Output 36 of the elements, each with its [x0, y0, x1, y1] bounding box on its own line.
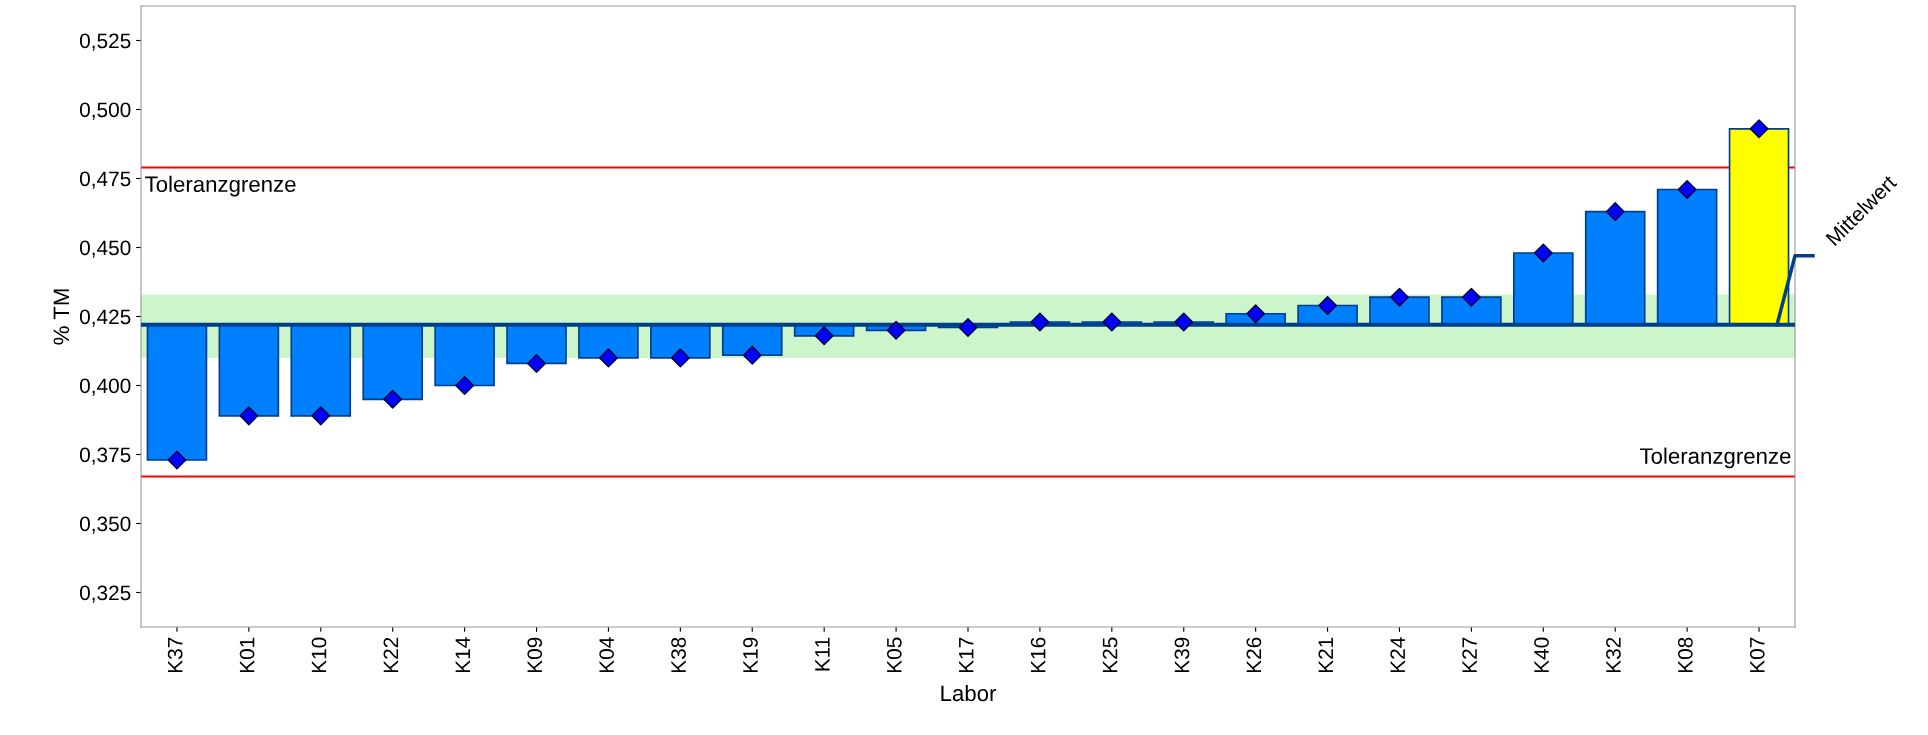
y-tick-label: 0,400: [79, 378, 131, 396]
y-tick-label: 0,350: [79, 516, 131, 534]
x-tick-label: K07: [1749, 637, 1765, 673]
x-tick-label: K09: [527, 637, 543, 673]
y-tick-label: 0,325: [79, 585, 131, 603]
x-tick-label: K39: [1174, 637, 1190, 673]
x-tick-label: K19: [743, 637, 758, 673]
x-tick-label: K04: [599, 637, 615, 673]
y-tick-label: 0,525: [79, 33, 131, 51]
x-tick-label: K08: [1677, 637, 1693, 673]
y-tick-label: 0,375: [79, 447, 131, 465]
x-tick-label: K17: [959, 637, 974, 673]
x-tick-label: K38: [671, 637, 686, 673]
x-tick-label: K22: [383, 637, 399, 673]
x-tick-label: K11: [815, 637, 830, 671]
x-tick-label: K05: [886, 637, 902, 673]
x-tick-label: K40: [1534, 637, 1549, 673]
x-tick-label: K21: [1318, 637, 1333, 673]
x-tick-label: K10: [311, 637, 327, 673]
y-tick-label: 0,475: [79, 171, 131, 189]
x-tick-label: K24: [1390, 637, 1405, 673]
y-tick-label: 0,425: [79, 309, 131, 327]
y-tick-label: 0,450: [79, 240, 131, 258]
x-tick-label: K16: [1030, 637, 1046, 673]
x-tick-label: K26: [1246, 637, 1262, 673]
y-tick-label: 0,500: [79, 102, 131, 120]
x-tick-label: K01: [239, 637, 255, 673]
y-axis-title: % TM: [53, 289, 70, 345]
ref-line-label: Toleranzgrenze: [145, 175, 296, 197]
x-axis-title: Labor: [941, 684, 997, 702]
x-tick-label: K14: [455, 637, 470, 673]
x-tick-label: K37: [167, 637, 183, 673]
x-tick-label: K25: [1102, 637, 1118, 673]
x-tick-label: K32: [1606, 637, 1621, 673]
x-tick-label: K27: [1462, 637, 1477, 673]
ref-line-label: Toleranzgrenze: [1639, 447, 1791, 469]
